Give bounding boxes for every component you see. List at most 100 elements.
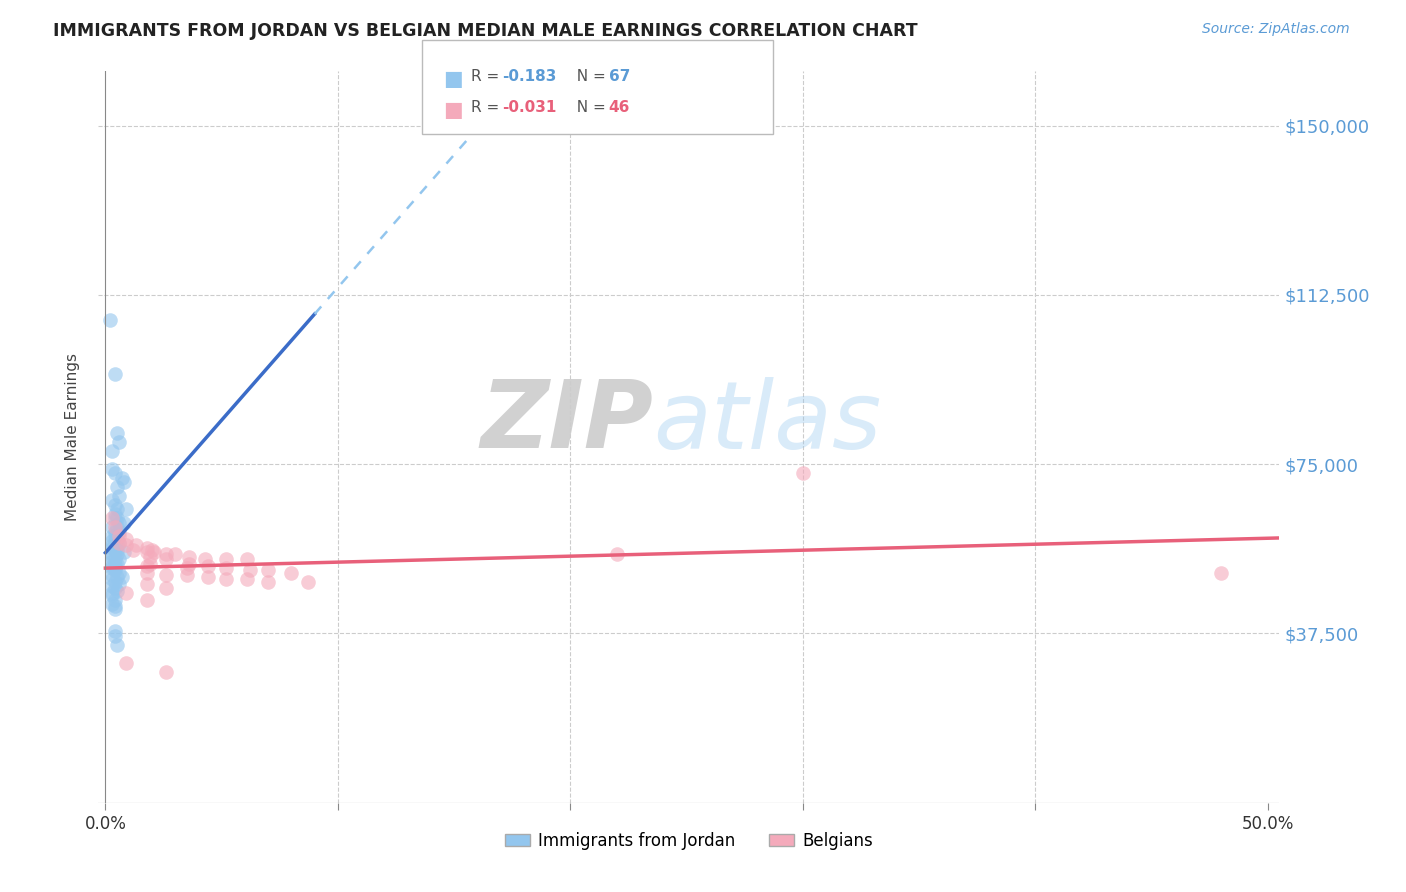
Point — [104, 599, 127, 614]
Text: N =: N = — [567, 100, 610, 115]
Point — [108, 536, 131, 550]
Point — [105, 502, 128, 516]
Point — [101, 554, 124, 568]
Point — [101, 461, 124, 475]
Point — [105, 538, 128, 552]
Text: -0.183: -0.183 — [502, 69, 557, 84]
Point — [105, 548, 128, 562]
Text: ZIP: ZIP — [481, 376, 654, 468]
Point — [104, 498, 127, 512]
Point — [108, 577, 131, 591]
Point — [101, 586, 124, 600]
Point — [105, 638, 128, 652]
Point — [104, 524, 127, 539]
Point — [112, 545, 135, 559]
Point — [215, 561, 238, 575]
Point — [101, 533, 124, 548]
Point — [122, 543, 145, 558]
Point — [215, 552, 238, 566]
Point — [104, 507, 127, 521]
Point — [124, 538, 146, 552]
Text: -0.031: -0.031 — [502, 100, 557, 115]
Point — [101, 579, 124, 593]
Point — [792, 466, 814, 480]
Point — [177, 557, 200, 571]
Point — [136, 592, 159, 607]
Point — [108, 489, 131, 503]
Point — [101, 558, 124, 573]
Point — [101, 597, 124, 611]
Text: ■: ■ — [443, 69, 463, 88]
Text: 67: 67 — [609, 69, 630, 84]
Point — [136, 566, 159, 580]
Text: R =: R = — [471, 69, 505, 84]
Point — [101, 588, 124, 602]
Y-axis label: Median Male Earnings: Median Male Earnings — [65, 353, 80, 521]
Point — [115, 502, 138, 516]
Point — [165, 548, 187, 562]
Point — [101, 529, 124, 543]
Point — [104, 520, 127, 534]
Point — [104, 466, 127, 480]
Point — [115, 532, 138, 546]
Point — [257, 563, 280, 577]
Point — [297, 574, 319, 589]
Point — [236, 552, 259, 566]
Point — [111, 570, 134, 584]
Point — [238, 563, 260, 577]
Point — [108, 566, 131, 580]
Point — [105, 532, 128, 546]
Point — [236, 572, 259, 586]
Point — [115, 586, 138, 600]
Point — [104, 533, 127, 548]
Point — [101, 561, 124, 575]
Point — [105, 570, 128, 584]
Point — [101, 511, 124, 525]
Text: Source: ZipAtlas.com: Source: ZipAtlas.com — [1202, 22, 1350, 37]
Point — [104, 552, 127, 566]
Point — [108, 529, 131, 543]
Point — [136, 545, 159, 559]
Point — [155, 548, 177, 562]
Point — [155, 665, 177, 679]
Point — [112, 516, 135, 530]
Point — [177, 549, 200, 564]
Point — [101, 541, 124, 555]
Point — [101, 493, 124, 508]
Point — [105, 520, 128, 534]
Point — [194, 552, 217, 566]
Point — [112, 475, 135, 490]
Point — [101, 538, 124, 552]
Point — [104, 529, 127, 543]
Point — [101, 443, 124, 458]
Point — [257, 574, 280, 589]
Point — [155, 552, 177, 566]
Point — [98, 312, 121, 326]
Point — [104, 624, 127, 639]
Point — [105, 543, 128, 558]
Point — [101, 567, 124, 582]
Point — [136, 577, 159, 591]
Point — [108, 536, 131, 550]
Text: 46: 46 — [609, 100, 630, 115]
Point — [115, 656, 138, 670]
Point — [606, 548, 628, 562]
Point — [136, 558, 159, 573]
Point — [104, 574, 127, 589]
Point — [155, 567, 177, 582]
Point — [115, 538, 138, 552]
Point — [105, 511, 128, 525]
Point — [197, 558, 219, 573]
Point — [108, 516, 131, 530]
Point — [104, 629, 127, 643]
Text: IMMIGRANTS FROM JORDAN VS BELGIAN MEDIAN MALE EARNINGS CORRELATION CHART: IMMIGRANTS FROM JORDAN VS BELGIAN MEDIAN… — [53, 22, 918, 40]
Point — [101, 520, 124, 534]
Point — [104, 563, 127, 577]
Point — [176, 561, 198, 575]
Point — [104, 561, 127, 575]
Point — [105, 557, 128, 571]
Point — [108, 524, 131, 539]
Point — [104, 511, 127, 525]
Point — [155, 582, 177, 596]
Point — [101, 549, 124, 564]
